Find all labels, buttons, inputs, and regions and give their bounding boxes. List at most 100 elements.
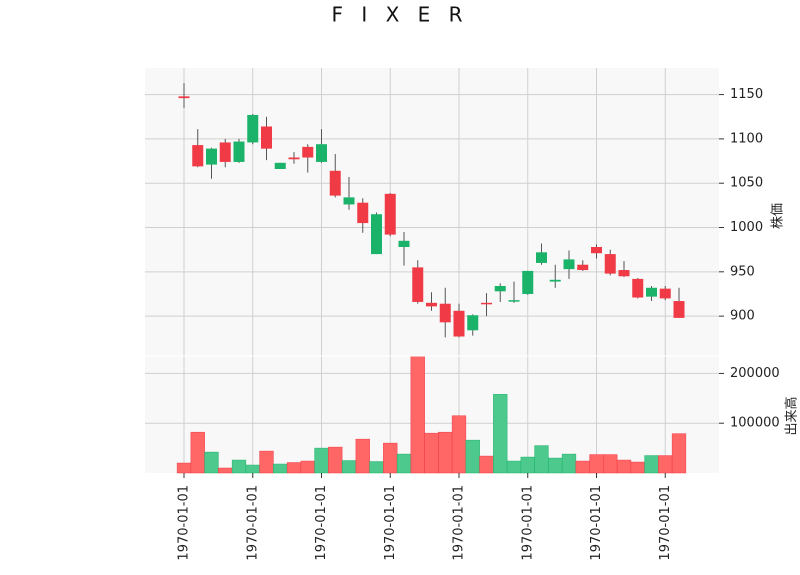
volume-bar [218,467,233,474]
volume-bar [644,455,659,474]
volume-bar [424,432,439,474]
volume-bars [176,355,687,474]
volume-bar [520,456,535,474]
volume-tick-label: 200000 [730,366,780,381]
candle-body [426,302,437,307]
candle-body [481,302,492,305]
candle-body [536,252,547,263]
candle-body [467,315,479,331]
candle-body [494,285,506,292]
volume-bar [630,461,645,474]
volume-bar [451,415,467,474]
volume-bar [479,455,494,474]
volume-bar [493,394,508,474]
candle-body [178,96,190,99]
candle-body [577,264,589,271]
candle-body [192,145,204,167]
candle-body [357,202,369,224]
candle-body [563,259,575,270]
volume-bar [300,460,315,474]
volume-bar [355,438,370,474]
x-tick-label: 1970-01-01 [452,485,467,561]
price-tick-label: 900 [730,309,755,324]
candle-body [673,301,685,318]
volume-axis-ticks: 100000 200000 [719,366,780,431]
volume-bar [534,445,549,474]
candle-body [659,288,671,299]
volume-bar [506,460,522,474]
candle-body [329,170,341,196]
candle-body [453,310,465,337]
x-tick-label: 1970-01-01 [589,485,604,561]
grid-lines [145,68,719,473]
candle-body [549,279,561,282]
volume-bar [259,450,274,474]
volume-bar [548,457,563,474]
volume-bar [190,431,205,474]
candle-body [508,300,520,302]
volume-bar [396,453,412,474]
candle-body [632,278,644,298]
volume-bar [369,461,384,474]
x-axis-ticks: 1970-01-01 1970-01-01 1970-01-01 1970-01-01… [177,473,673,561]
volume-bar [658,455,673,474]
x-tick-label: 1970-01-01 [383,485,398,561]
candle-body [206,148,217,165]
candle-body [384,193,396,235]
volume-bar [176,462,192,474]
volume-bar [273,463,288,474]
volume-bar [383,442,398,474]
x-tick-label: 1970-01-01 [520,485,535,561]
x-tick-label: 1970-01-01 [314,485,329,561]
price-tick-label: 1100 [730,131,763,146]
volume-bar [245,464,260,474]
price-tick-label: 1000 [730,220,763,235]
candle-body [591,247,602,254]
volume-axis-label: 出来高 [784,396,800,435]
volume-bar [341,460,357,474]
candle-body [604,254,616,274]
candle-body [398,240,410,248]
candle-body [302,146,314,158]
price-panel-background [145,68,719,356]
candle-body [412,267,424,302]
volume-bar [410,355,425,474]
x-tick-label: 1970-01-01 [658,485,673,561]
candle-body [618,270,630,277]
candle-body [274,162,286,170]
x-tick-label: 1970-01-01 [177,485,192,561]
candle-body [261,126,272,149]
volume-bar [204,451,219,474]
candle-body [219,142,231,162]
volume-bar [314,447,329,474]
candle-bodies [178,96,685,337]
candle-body [233,141,245,162]
candle-body [646,287,657,297]
volume-tick-label: 100000 [730,416,780,431]
candle-body [371,214,382,255]
volume-bar [561,453,577,474]
chart-title: F I X E R [331,3,468,27]
x-tick-label: 1970-01-01 [245,485,260,561]
candle-body [439,303,451,323]
candle-body [343,197,355,205]
volume-bar [328,446,343,474]
volume-bar [575,460,590,474]
candle-body [522,270,534,294]
price-axis-ticks: 900 950 1000 1050 1100 1150 [719,87,763,324]
volume-bar [286,462,302,474]
volume-bar [671,433,687,474]
volume-bar [589,454,604,474]
candle-body [288,157,300,160]
price-tick-label: 950 [730,264,755,279]
candle-body [247,114,259,143]
candle-body [316,144,327,162]
volume-bar [616,459,632,474]
volume-bar [603,454,618,474]
price-tick-label: 1150 [730,87,763,102]
volume-bar [465,439,480,474]
price-axis-label: 株価 [771,203,786,229]
volume-bar [438,431,453,474]
